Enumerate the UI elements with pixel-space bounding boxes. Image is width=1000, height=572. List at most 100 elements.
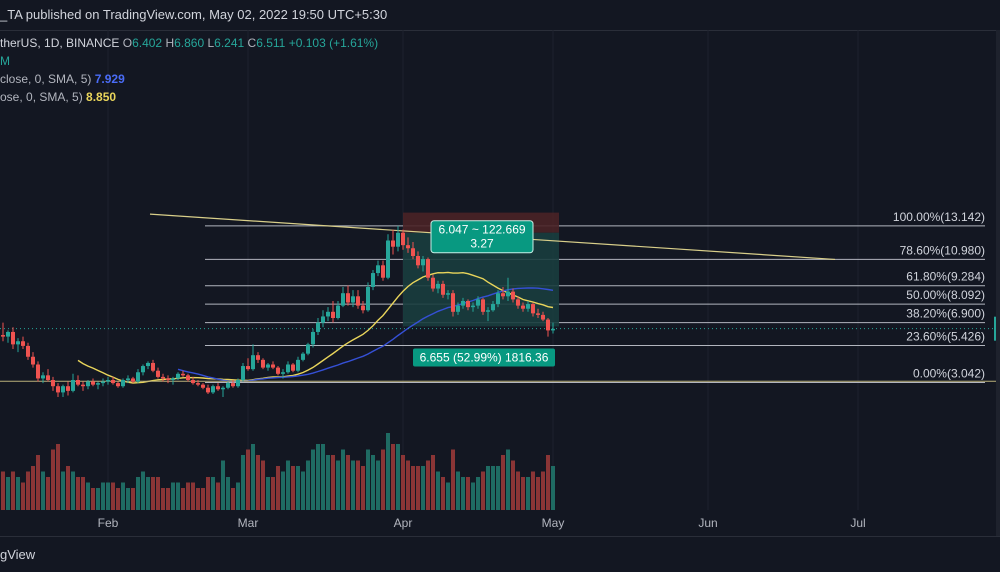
volume-bar <box>161 488 165 510</box>
volume-bar <box>416 466 420 510</box>
candle-body <box>301 353 305 360</box>
candle-body <box>256 355 260 360</box>
candle-body <box>296 359 300 371</box>
ma2-value: 8.850 <box>86 90 117 104</box>
volume-bar <box>456 471 460 510</box>
fib-level-label: 0.00%(3.042) <box>913 366 985 380</box>
candle-body <box>56 386 60 393</box>
volume-bar <box>476 477 480 510</box>
candle-body <box>266 364 270 368</box>
volume-bar <box>216 482 220 510</box>
volume-bar <box>141 471 145 510</box>
volume-bar <box>221 460 225 510</box>
publish-info: _TA published on TradingView.com, May 02… <box>0 7 388 22</box>
candle-body <box>181 373 185 376</box>
candle-body <box>101 381 105 384</box>
volume-bar <box>511 460 515 510</box>
legend-ma1-row[interactable]: close, 0, SMA, 5) 7.929 <box>0 70 378 88</box>
candle-body <box>136 372 140 382</box>
legend-line2: M <box>0 54 10 68</box>
candle-body <box>486 310 490 312</box>
candle-body <box>71 380 75 391</box>
fib-level-label: 100.00%(13.142) <box>893 210 985 224</box>
fib-level-label: 38.20%(6.900) <box>906 307 985 321</box>
candle-body <box>31 356 35 365</box>
candle-body <box>216 386 220 390</box>
candle-body <box>306 344 310 354</box>
target-label-line1: 6.047 ~ 122.669 <box>438 223 525 237</box>
volume-bar <box>171 482 175 510</box>
symbol-label[interactable]: therUS, 1D, BINANCE <box>0 36 120 50</box>
volume-bar <box>271 477 275 510</box>
volume-bar <box>286 460 290 510</box>
volume-bar <box>331 455 335 510</box>
candle-body <box>51 380 55 387</box>
candle-body <box>471 305 475 308</box>
candle-body <box>361 305 365 311</box>
volume-bar <box>436 471 440 510</box>
volume-bar <box>206 477 210 510</box>
volume-bar <box>496 466 500 510</box>
price-scale-edge[interactable] <box>996 30 1000 536</box>
volume-bar <box>446 482 450 510</box>
candle-body <box>291 364 295 371</box>
low-value: 6.241 <box>214 36 245 50</box>
candle-body <box>481 299 485 312</box>
volume-bar <box>376 460 380 510</box>
volume-bar <box>301 471 305 510</box>
volume-bar <box>406 460 410 510</box>
candle-body <box>241 366 245 381</box>
candle-body <box>521 305 525 309</box>
candle-body <box>316 322 320 332</box>
volume-bar <box>21 482 25 510</box>
volume-bar <box>391 444 395 510</box>
volume-bar <box>121 482 125 510</box>
candle-body <box>1 335 5 337</box>
volume-bar <box>106 482 110 510</box>
volume-bar <box>506 449 510 510</box>
candle-body <box>401 232 405 246</box>
volume-bar <box>116 488 120 510</box>
volume-bar <box>176 482 180 510</box>
volume-bar <box>211 477 215 510</box>
candle-body <box>16 341 20 345</box>
candle-body <box>506 291 510 297</box>
volume-bar <box>91 488 95 510</box>
candle-body <box>391 240 395 247</box>
volume-bars <box>1 433 555 510</box>
candle-body <box>226 383 230 388</box>
volume-bar <box>411 466 415 510</box>
candle-body <box>451 293 455 312</box>
volume-bar <box>86 482 90 510</box>
candle-body <box>536 313 540 315</box>
fib-level-label: 50.00%(8.092) <box>906 288 985 302</box>
candle-body <box>331 311 335 319</box>
volume-bar <box>236 482 240 510</box>
candle-body <box>221 387 225 390</box>
price-chart[interactable]: 100.00%(13.142) 78.60%(10.980) 61.80%(9.28… <box>0 30 1000 536</box>
x-axis-label: May <box>542 516 565 530</box>
candle-body <box>206 387 210 393</box>
candle-body <box>66 386 70 391</box>
candle-body <box>121 380 125 387</box>
candle-body <box>461 300 465 306</box>
x-axis-label: Mar <box>238 516 259 530</box>
candle-body <box>381 265 385 278</box>
candle-body <box>86 381 90 387</box>
volume-bar <box>461 477 465 510</box>
volume-bar <box>451 449 455 510</box>
candle-body <box>346 293 350 303</box>
volume-bar <box>536 477 540 510</box>
candle-body <box>141 366 145 373</box>
candle-body <box>111 380 115 384</box>
candle-body <box>146 362 150 367</box>
legend-ma2-row[interactable]: ose, 0, SMA, 5) 8.850 <box>0 88 378 106</box>
volume-bar <box>471 482 475 510</box>
volume-bar <box>396 444 400 510</box>
candle-body <box>281 372 285 374</box>
volume-bar <box>251 444 255 510</box>
volume-bar <box>431 455 435 510</box>
volume-bar <box>166 488 170 510</box>
candle-body <box>406 245 410 249</box>
x-axis-label: Jun <box>698 516 717 530</box>
